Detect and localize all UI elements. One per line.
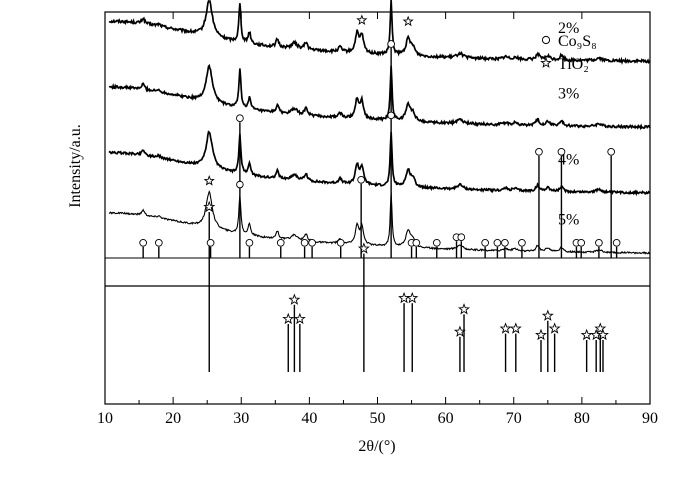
co9s8-ref-marker — [535, 147, 543, 156]
pattern-line-4pct — [108, 130, 651, 197]
tio2-ref-marker — [499, 322, 512, 334]
x-tick-label: 90 — [642, 410, 658, 427]
pattern-circle-annotation — [236, 180, 244, 189]
pattern-line-5pct — [108, 189, 651, 255]
tio2-ref-marker — [548, 322, 561, 334]
co9s8-ref-marker — [236, 114, 244, 123]
co9s8-ref-marker — [481, 238, 489, 247]
pattern-star-annotation — [356, 14, 368, 25]
x-tick-label: 70 — [506, 410, 522, 427]
tio2-ref-marker — [580, 328, 593, 341]
tio2-ref-marker — [357, 242, 370, 254]
x-tick-label: 40 — [301, 410, 317, 427]
series-label: 2% — [558, 20, 579, 37]
x-axis-ticks: 10 20 30 40 50 60 70 80 90 — [97, 12, 658, 427]
series-label: 5% — [558, 212, 579, 229]
co9s8-ref-marker — [501, 238, 509, 247]
reference-lines — [105, 48, 650, 372]
co9s8-ref-marker — [300, 238, 309, 247]
tio2-ref-marker — [535, 328, 547, 341]
co9s8-ref-marker — [308, 238, 316, 247]
pattern-line-2pct — [108, 0, 651, 65]
x-tick-label: 30 — [233, 410, 249, 427]
co9s8-ref-marker — [577, 238, 586, 247]
tio2-ref-marker — [541, 309, 554, 321]
x-axis-label: 2θ/(°) — [358, 438, 395, 455]
legend-star-shape — [540, 56, 552, 68]
co9s8-ref-marker — [557, 147, 566, 156]
y-axis-label: Intensity/a.u. — [67, 124, 84, 208]
tio2-ref-marker — [282, 312, 295, 325]
tio2-ref-marker — [458, 303, 470, 315]
co9s8-ref-marker — [612, 238, 621, 247]
x-tick-label: 20 — [165, 410, 181, 427]
legend-label-tio2: TiO₂ — [558, 56, 589, 73]
series-label: 3% — [558, 86, 579, 103]
tio2-ref-marker — [203, 200, 216, 213]
co9s8-ref-marker — [607, 147, 616, 156]
tio2-ref-marker — [293, 312, 306, 325]
co9s8-ref-marker — [276, 238, 285, 247]
tio2-ref-marker — [453, 325, 466, 337]
co9s8-ref-marker — [518, 238, 526, 247]
legend-circle-marker — [541, 35, 551, 45]
pattern-circle-annotation — [387, 111, 395, 120]
x-tick-label: 80 — [574, 410, 590, 427]
co9s8-ref-marker — [336, 238, 345, 247]
tio2-ref-marker — [398, 291, 411, 304]
pattern-star-annotation — [203, 175, 215, 186]
co9s8-ref-marker — [412, 238, 421, 247]
co9s8-ref-marker — [595, 238, 603, 247]
co9s8-ref-marker — [245, 238, 254, 247]
series-lines — [108, 0, 651, 255]
tio2-ref-marker — [509, 322, 522, 334]
legend-star-marker — [540, 56, 552, 68]
series-labels: 2% 3% 4% 5% — [558, 20, 579, 229]
co9s8-ref-marker — [387, 40, 395, 48]
co9s8-ref-marker — [154, 238, 163, 247]
series-label: 4% — [558, 151, 579, 168]
tio2-ref-marker — [597, 328, 609, 341]
x-tick-label: 60 — [438, 410, 454, 427]
pattern-line-3pct — [108, 63, 651, 131]
co9s8-ref-marker — [357, 175, 366, 184]
legend: Co₉S₈ TiO₂ — [540, 33, 597, 73]
peak-markers — [139, 14, 621, 341]
x-tick-label: 50 — [370, 410, 386, 427]
co9s8-ref-marker — [206, 238, 215, 247]
legend-label-co9s8: Co₉S₈ — [558, 33, 597, 50]
tio2-ref-marker — [288, 293, 301, 305]
co9s8-ref-marker — [457, 233, 466, 242]
x-tick-label: 10 — [97, 410, 113, 427]
tio2-ref-marker — [406, 291, 419, 304]
co9s8-ref-marker — [493, 238, 502, 247]
co9s8-ref-marker — [432, 238, 441, 247]
co9s8-ref-marker — [139, 238, 148, 247]
pattern-star-annotation — [402, 15, 414, 27]
tio2-ref-marker — [594, 322, 607, 334]
